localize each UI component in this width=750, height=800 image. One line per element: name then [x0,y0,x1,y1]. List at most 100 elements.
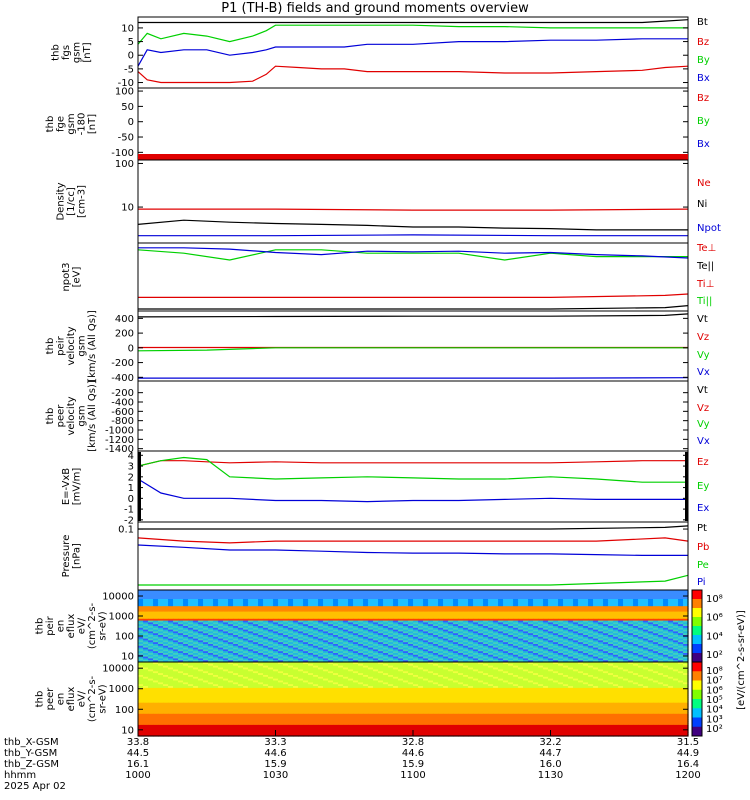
footer-row-value: 32.2 [539,737,561,748]
red-band [138,154,688,160]
y-axis-label: Density [56,182,67,220]
y-axis-label: (cm^2-s- [87,602,98,649]
y-axis-label: [nT] [87,114,98,134]
legend-entry: Vy [697,419,710,430]
y-axis-label: eflux [66,687,77,712]
panel-7: 0.1 Pressure [nPa] Pt Pb Pe Pi [61,521,709,591]
y-axis-label: thb [45,116,56,133]
y-axis-label: thb [35,691,46,708]
y-axis-label: eflux [66,614,77,639]
y-axis-label: gsm [66,113,77,134]
panel-4: 400 200 0 -200 -400 thb peir velocity gsm [km/s (… [45,310,710,384]
legend-entry: Ez [697,457,709,468]
y-tick-label: -800 [111,416,134,427]
series-line [138,293,689,298]
footer-row-value: 1100 [400,770,425,781]
footer-row-value: 33.3 [264,737,286,748]
legend-entry: Pi [697,577,706,588]
legend-entry: Bt [697,17,708,28]
y-tick-label: 4 [128,451,134,462]
y-axis-label: [nT] [82,42,93,62]
y-axis-label: peer [45,687,56,711]
y-axis-label: [1/cc] [66,187,77,216]
y-tick-label: 100 [115,159,134,170]
legend-entry: Vx [697,367,710,378]
footer-row-value: 31.5 [677,737,699,748]
y-axis-label: gsm [71,42,82,63]
colorbar-swatch [692,689,702,700]
series-line [138,208,689,211]
y-axis-label: [km/s (All Qs)] [87,310,98,382]
y-axis-label: [eV] [71,267,82,288]
series-line [137,456,688,483]
y-tick-label: -1200 [105,435,134,446]
series-line [138,305,689,310]
y-tick-label: 200 [115,329,134,340]
panel-frame [137,380,689,452]
y-axis-label: npot3 [61,262,72,291]
colorbar-swatch [692,726,702,737]
y-tick-label: -400 [111,373,134,384]
series-line [137,460,688,467]
heatmap-cells [138,590,689,663]
y-tick-label: -600 [111,407,134,418]
footer-row-value: 44.5 [127,748,149,759]
footer-row-value: 16.1 [127,759,149,770]
colorbar-tick: 10⁴ [706,705,723,716]
colorbar-tick: 10² [706,650,723,661]
y-tick-label: 10000 [102,664,134,675]
colorbar-swatch [692,608,702,618]
series-line [137,249,688,261]
y-tick-label: 2 [128,472,134,483]
y-tick-label: 1000 [109,684,134,695]
y-tick-label: -1000 [105,426,134,437]
edge-bar [138,452,141,521]
legend-entry: Ni [697,199,707,210]
y-axis-label: velocity [66,326,77,365]
legend-entry: Vt [697,314,708,325]
colorbar-tick: 10⁶ [706,613,723,624]
chart-title: P1 (TH-B) fields and ground moments over… [221,1,529,16]
y-axis-label: Pressure [61,535,72,578]
y-tick-label: 100 [115,705,134,716]
y-tick-label: 0 [128,494,134,505]
legend-entry: By [697,116,710,127]
series-line [137,347,688,352]
panel-2: 100 10 Density [1/cc] [cm-3] Ne Ni Npot [56,159,721,244]
edge-bar [685,452,688,521]
panel-5: -200-400-600-800-1000-1200-1400 thb peer ve… [45,380,710,455]
colorbar-label: [eV/(cm^2-s-sr-eV)] [736,610,747,710]
y-axis-label: [km/s (All Qs)] [87,380,98,452]
legend-entry: Te⊥ [696,243,716,254]
colorbar-tick: 10⁷ [706,676,723,687]
footer-row-value: 1030 [263,770,288,781]
legend-entry: Npot [697,223,721,234]
y-axis-label: sr-eV) [98,684,109,713]
panel-frame [137,159,689,244]
y-axis-label: peir [45,615,56,635]
colorbar-tick: 10⁸ [706,666,723,677]
y-axis-label: -180 [77,113,88,136]
footer-row-value: 33.8 [127,737,149,748]
series-line [138,247,689,259]
y-axis-label: fgs [61,45,72,60]
y-tick-label: -2 [124,515,134,526]
y-tick-label: 10 [121,651,134,662]
y-axis-label: peir [56,335,67,355]
y-axis-label: thb [45,338,56,355]
y-axis-label: [mV/m] [71,468,82,506]
footer-row-label: thb_Z-GSM [4,759,59,770]
footer-row-label: thb_X-GSM [4,737,59,748]
legend-entry: Vy [697,350,710,361]
y-axis-label: eV/ [77,617,88,634]
colorbar-tick: 10⁵ [706,695,723,706]
y-tick-label: -1400 [105,444,134,455]
y-tick-label: 1 [128,483,134,494]
colorbar-swatch [692,590,702,600]
legend-entry: Vx [697,436,710,447]
panel-0: 10 5 0 -5 -10 thb fgs gsm [nT] Bt Bz By Bx [50,16,710,89]
colorbar-swatch [692,644,702,654]
footer-row-value: 44.6 [402,748,424,759]
y-tick-label: 10000 [102,592,134,603]
colorbar-swatch [692,680,702,691]
